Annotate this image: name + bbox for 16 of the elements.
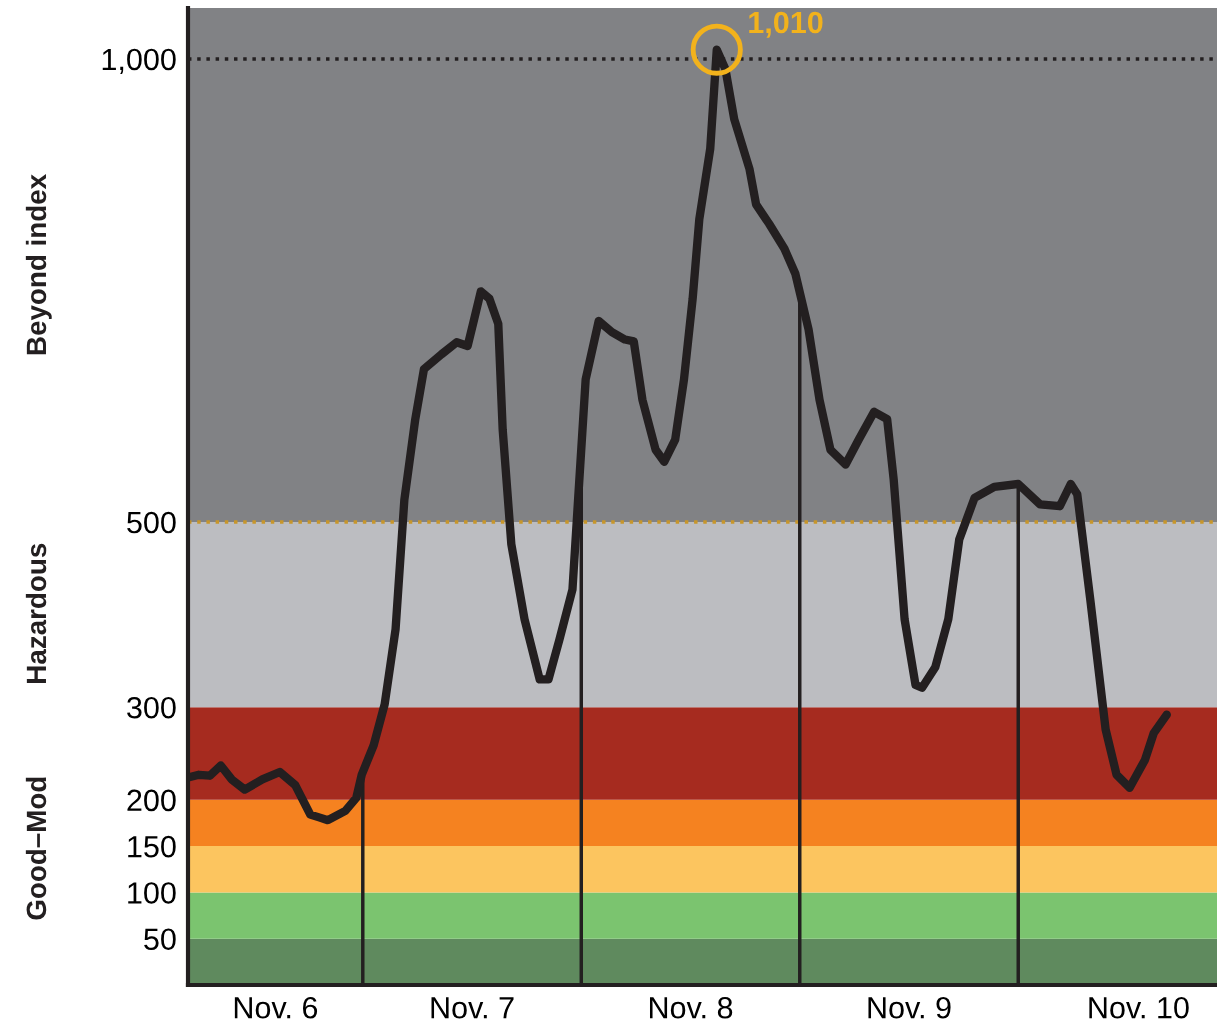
y-tick-label: 1,000 — [102, 48, 176, 74]
y-tick-label: 50 — [144, 928, 176, 951]
x-tick-label: Nov. 10 — [1089, 996, 1189, 1019]
x-tick-label: Nov. 8 — [649, 996, 733, 1019]
text: Hazardous — [25, 543, 47, 683]
y-tick-label: 300 — [127, 696, 176, 719]
text: Beyond index — [25, 174, 52, 355]
y-tick-label: 500 — [127, 511, 176, 534]
y-tick-label: 200 — [127, 789, 176, 812]
y-tick-label: 150 — [128, 835, 176, 858]
y-tick-label: 100 — [128, 882, 176, 904]
x-tick-label: Nov. 9 — [868, 996, 951, 1019]
x-tick-label: Nov. 7 — [431, 997, 514, 1019]
text: Good–Mod — [25, 777, 47, 920]
x-tick-label: Nov. 6 — [234, 996, 318, 1019]
annotation: 1,010 — [749, 11, 823, 38]
